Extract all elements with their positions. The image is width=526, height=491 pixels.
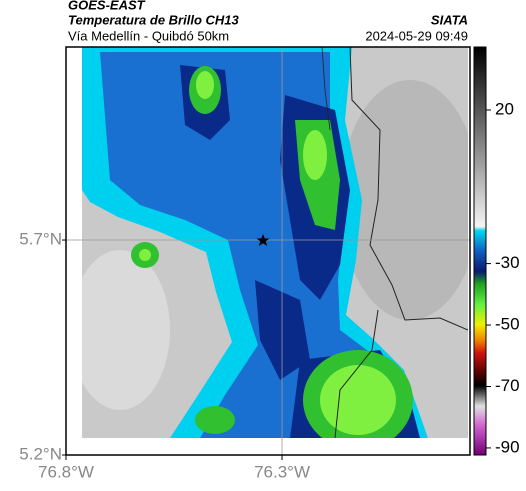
subtitle: Vía Medellín - Quibdó 50km: [68, 28, 229, 43]
y-tick-label: 5.2°N: [19, 444, 62, 463]
map-frame: [65, 46, 471, 456]
city-marker: [256, 234, 270, 246]
colorbar-label: -70: [495, 376, 520, 395]
x-tick-label: 76.8°W: [38, 462, 94, 481]
y-tick-label: 5.7°N: [19, 230, 62, 249]
satellite-image: [82, 47, 468, 438]
colorbar-label: -30: [495, 253, 520, 272]
colorbar-label: -90: [495, 437, 520, 456]
source: GOES-EAST: [68, 0, 146, 12]
timestamp: 2024-05-29 09:49: [365, 28, 468, 43]
agency: SIATA: [431, 12, 468, 27]
title: Temperatura de Brillo CH13: [68, 12, 240, 27]
colorbar-label: 20: [495, 99, 514, 118]
x-tick-label: 76.3°W: [254, 462, 310, 481]
colorbar: [473, 46, 487, 456]
colorbar-label: -50: [495, 315, 520, 334]
